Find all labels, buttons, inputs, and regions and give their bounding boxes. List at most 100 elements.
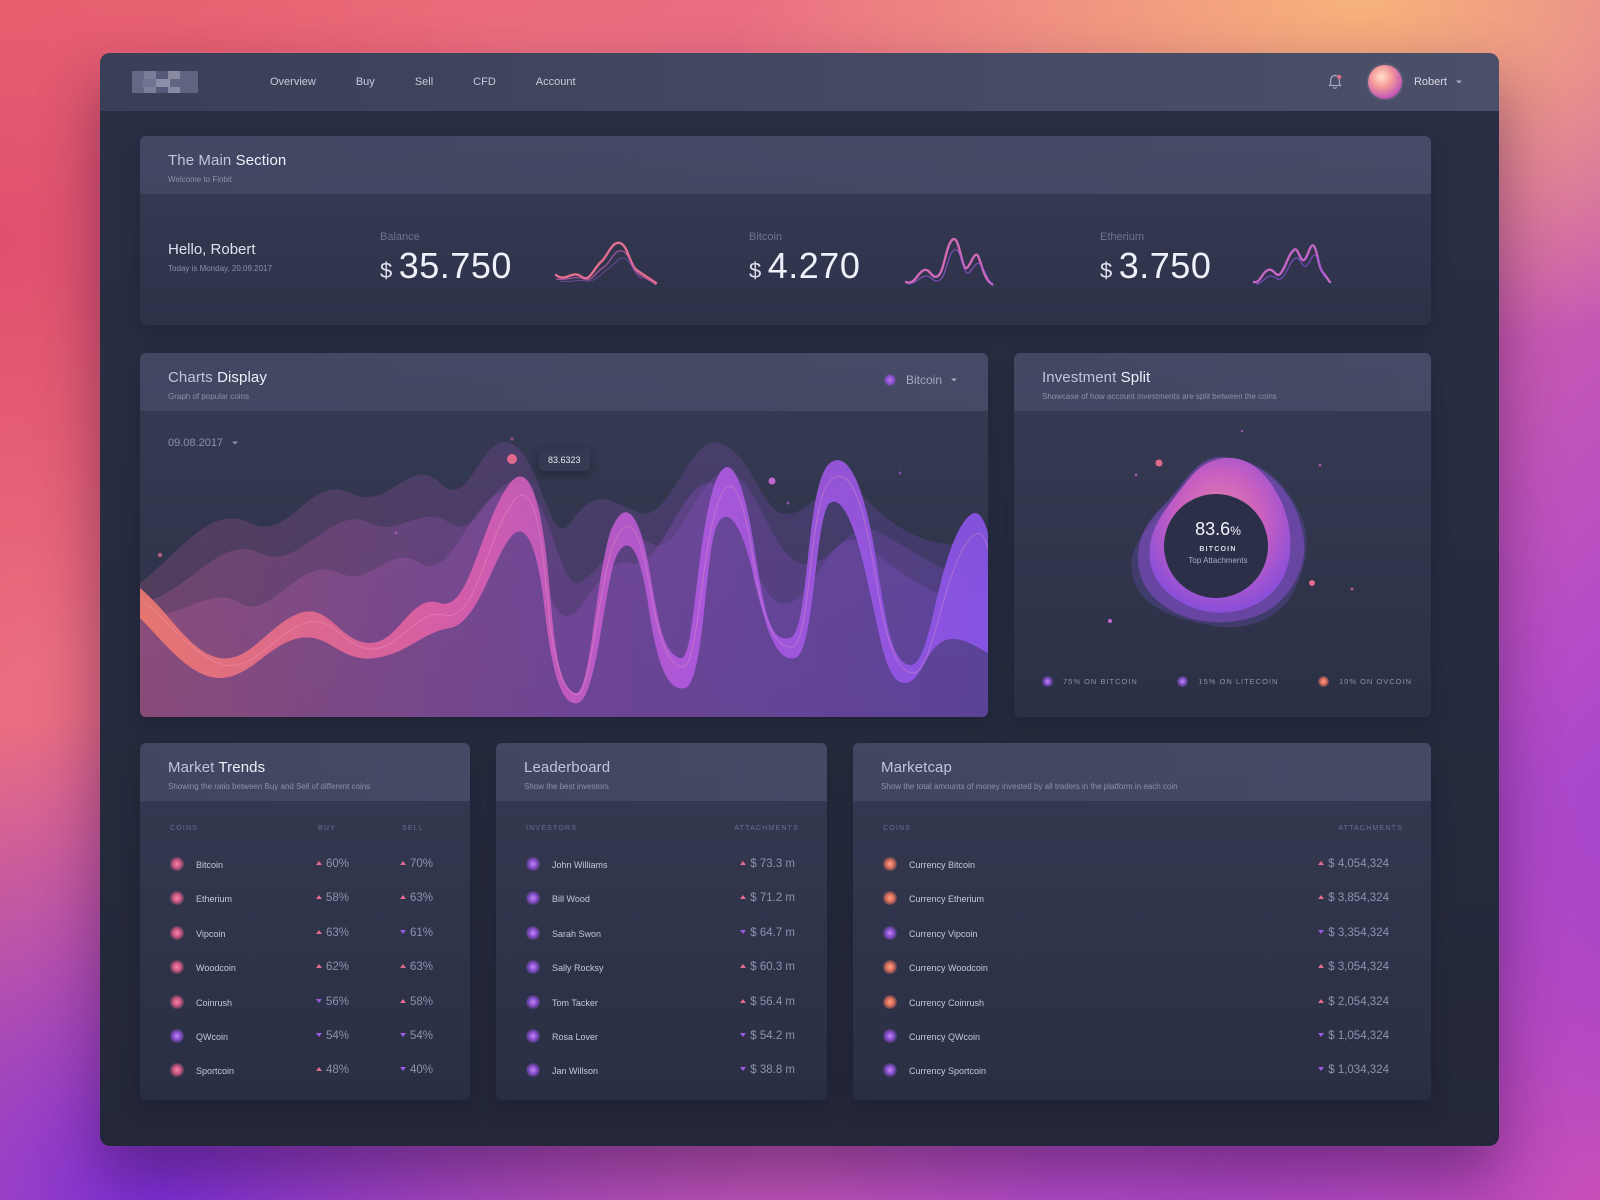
table-row[interactable]: Etherium 58% 63% — [168, 887, 442, 921]
table-row[interactable]: Rosa Lover $ 54.2 m — [524, 1025, 799, 1059]
arrow-up-icon — [1318, 998, 1325, 1003]
market-trends-subtitle: Showing the ratio between Buy and Sell o… — [168, 782, 371, 791]
table-row[interactable]: Currency Vipcoin $ 3,354,324 — [881, 922, 1403, 956]
table-row[interactable]: Currency Coinrush $ 2,054,324 — [881, 991, 1403, 1025]
date-select[interactable]: 09.08.2017 — [168, 437, 239, 449]
col-attachments: ATTACHMENTS — [734, 825, 799, 832]
row-name: Currency Bitcoin — [909, 860, 976, 870]
chevron-down-icon — [232, 441, 239, 445]
user-menu: Robert — [1326, 53, 1463, 111]
table-row[interactable]: Currency Etherium $ 3,854,324 — [881, 887, 1403, 921]
main-section-header: The Main Section Welcome to Finbit — [140, 136, 1431, 194]
arrow-down-icon — [740, 1067, 747, 1072]
table-row[interactable]: Sarah Swon $ 64.7 m — [524, 922, 799, 956]
arrow-up-icon — [400, 895, 406, 900]
value-cell: 40% — [400, 1064, 433, 1076]
coin-dot-icon — [526, 1028, 540, 1043]
table-row[interactable]: Woodcoin 62% 63% — [168, 956, 442, 990]
charts-display-card: Charts Display Graph of popular coins Bi… — [140, 353, 988, 717]
avatar[interactable] — [1367, 65, 1402, 99]
row-name: Tom Tacker — [552, 997, 598, 1008]
value-cell: 62% — [316, 961, 349, 973]
nav-cfd[interactable]: CFD — [473, 76, 496, 88]
table-row[interactable]: John Williams $ 73.3 m — [524, 853, 799, 887]
value-cell: 54% — [400, 1030, 433, 1042]
charts-display-header: Charts Display Graph of popular coins — [140, 353, 988, 411]
row-name: Currency Woodcoin — [909, 963, 988, 974]
bell-icon[interactable] — [1326, 73, 1344, 91]
table-row[interactable]: Currency Sportcoin $ 1,034,324 — [881, 1059, 1403, 1093]
arrow-down-icon — [400, 1067, 406, 1072]
nav-buy[interactable]: Buy — [355, 76, 375, 88]
coin-dot-icon — [526, 857, 540, 871]
table-row[interactable]: Bitcoin 60% 70% — [168, 853, 442, 887]
table-row[interactable]: Sportcoin 48% 40% — [168, 1059, 442, 1093]
user-name[interactable]: Robert — [1413, 76, 1447, 88]
table-row[interactable]: Currency Woodcoin $ 3,054,324 — [881, 956, 1403, 990]
investment-donut — [1108, 429, 1354, 628]
table-row[interactable]: Vipcoin 63% 61% — [168, 922, 442, 956]
value-cell: $ 38.8 m — [740, 1064, 795, 1076]
row-name: Currency Vipcoin — [909, 928, 978, 939]
leaderboard-subtitle: Show the best investors — [524, 782, 609, 791]
value-cell: $ 71.2 m — [740, 892, 795, 904]
arrow-down-icon — [740, 929, 747, 934]
value-cell: $ 64.7 m — [740, 927, 795, 939]
nav-overview[interactable]: Overview — [270, 76, 316, 88]
row-name: Currency QWcoin — [909, 1031, 981, 1042]
chart-tooltip: 83.6323 — [539, 449, 590, 471]
donut-center: 83.6% BITCOIN Top Attachments — [1166, 519, 1270, 565]
col-coins: COINS — [170, 825, 199, 832]
greeting-block: Hello, Robert Today is Monday, 20.09.201… — [168, 241, 272, 273]
logo[interactable] — [132, 71, 198, 93]
table-row[interactable]: Tom Tacker $ 56.4 m — [524, 991, 799, 1025]
stat-value: $4.270 — [749, 245, 861, 286]
coin-dot-icon — [170, 1028, 184, 1043]
row-name: Bill Wood — [552, 894, 590, 905]
arrow-up-icon — [400, 860, 406, 865]
charts-display-title: Charts Display — [168, 369, 267, 386]
leaderboard-title: Leaderboard — [524, 759, 611, 776]
top-navigation-bar: Overview Buy Sell CFD Account Robert — [100, 53, 1499, 111]
arrow-up-icon — [316, 929, 322, 934]
row-name: Sportcoin — [196, 1066, 235, 1077]
value-cell: $ 1,034,324 — [1318, 1064, 1389, 1076]
donut-sublabel: Top Attachments — [1188, 556, 1248, 565]
col-sell: SELL — [402, 825, 424, 832]
coin-select[interactable]: Bitcoin — [883, 373, 958, 387]
coin-dot-icon — [883, 1028, 897, 1043]
table-row[interactable]: Bill Wood $ 71.2 m — [524, 887, 799, 921]
arrow-up-icon — [400, 964, 406, 969]
coin-dot-icon — [883, 891, 897, 906]
arrow-up-icon — [316, 860, 322, 865]
table-row[interactable]: Coinrush 56% 58% — [168, 991, 442, 1025]
arrow-up-icon — [316, 895, 322, 900]
legend-item-ovcoin: 10% ON OVCOIN — [1317, 676, 1412, 687]
arrow-up-icon — [316, 1067, 322, 1072]
chevron-down-icon[interactable] — [1455, 78, 1463, 86]
leaderboard-card: Leaderboard Show the best investors INVE… — [496, 743, 827, 1100]
stat-balance: Balance $35.750 — [380, 231, 512, 287]
value-cell: 63% — [400, 892, 433, 904]
col-coins: COINS — [883, 825, 912, 832]
row-name: Vipcoin — [196, 928, 226, 939]
balance-sparkline — [554, 241, 658, 286]
table-row[interactable]: Currency QWcoin $ 1,054,324 — [881, 1025, 1403, 1059]
legend-dot-icon — [1177, 676, 1189, 687]
stat-label: Bitcoin — [749, 231, 783, 243]
table-row[interactable]: Sally Rocksy $ 60.3 m — [524, 956, 799, 990]
arrow-down-icon — [1318, 1032, 1325, 1037]
row-name: Currency Sportcoin — [909, 1066, 987, 1077]
market-trends-rows: Bitcoin 60% 70% Etherium 58% 63% Vipcoin 63% 61%… — [168, 853, 442, 1094]
main-nav: Overview Buy Sell CFD Account — [270, 53, 616, 111]
wave-chart — [140, 437, 988, 717]
table-row[interactable]: Jan Willson $ 38.8 m — [524, 1059, 799, 1093]
table-row[interactable]: Currency Bitcoin $ 4,054,324 — [881, 853, 1403, 887]
nav-sell[interactable]: Sell — [414, 76, 434, 88]
col-buy: BUY — [318, 825, 336, 832]
table-row[interactable]: QWcoin 54% 54% — [168, 1025, 442, 1059]
nav-account[interactable]: Account — [535, 76, 576, 88]
marketcap-card: Marketcap Show the total amounts of mone… — [853, 743, 1431, 1100]
coin-dot-icon — [883, 857, 897, 871]
arrow-up-icon — [400, 998, 406, 1003]
